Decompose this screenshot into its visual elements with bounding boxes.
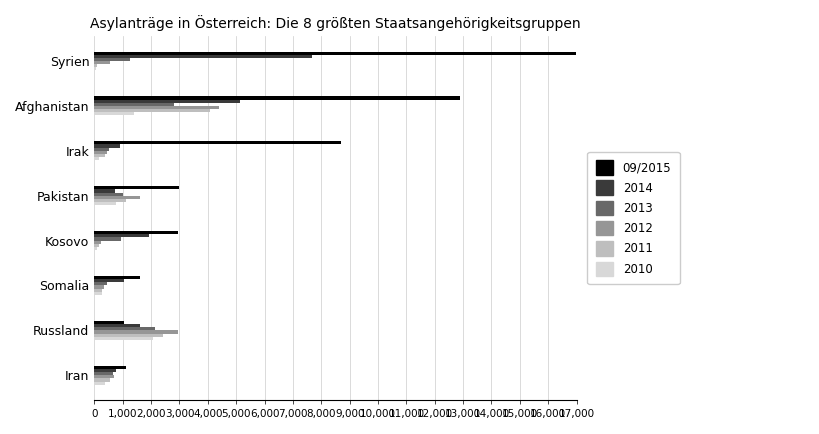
Bar (94, 231, 178, 234)
Bar (94, 96, 460, 99)
Bar (94, 99, 240, 103)
Bar (94, 286, 104, 289)
Bar (94, 157, 99, 160)
Bar (94, 330, 178, 333)
Bar (94, 366, 125, 369)
Bar (94, 148, 109, 151)
Bar (94, 145, 120, 148)
Bar (94, 103, 174, 106)
Bar (94, 55, 312, 58)
Bar (94, 381, 105, 385)
Legend: 09/2015, 2014, 2013, 2012, 2011, 2010: 09/2015, 2014, 2013, 2012, 2011, 2010 (587, 152, 680, 284)
Bar (94, 372, 113, 375)
Bar (94, 193, 123, 196)
Bar (94, 247, 97, 250)
Bar (94, 64, 97, 67)
Title: Asylanträge in Österreich: Die 8 größten Staatsangehörigkeitsgruppen: Asylanträge in Österreich: Die 8 größten… (90, 15, 581, 31)
Bar (94, 186, 179, 189)
Bar (94, 244, 98, 247)
Bar (94, 289, 102, 292)
Bar (94, 276, 140, 279)
Bar (94, 378, 110, 381)
Bar (94, 141, 342, 145)
Bar (94, 67, 97, 70)
Bar (94, 337, 152, 340)
Bar (94, 237, 121, 240)
Bar (94, 333, 163, 337)
Bar (94, 154, 105, 157)
Bar (94, 279, 124, 283)
Bar (94, 112, 133, 115)
Bar (94, 61, 110, 64)
Bar (94, 202, 115, 205)
Bar (94, 52, 577, 55)
Bar (94, 321, 124, 324)
Bar (94, 151, 106, 154)
Bar (94, 283, 107, 286)
Bar (94, 375, 114, 378)
Bar (94, 292, 102, 295)
Bar (94, 199, 126, 202)
Bar (94, 106, 219, 109)
Bar (94, 58, 130, 61)
Bar (94, 109, 210, 112)
Bar (94, 240, 101, 244)
Bar (94, 196, 140, 199)
Bar (94, 324, 140, 327)
Bar (94, 327, 156, 330)
Bar (94, 369, 116, 372)
Bar (94, 234, 149, 237)
Bar (94, 189, 115, 193)
